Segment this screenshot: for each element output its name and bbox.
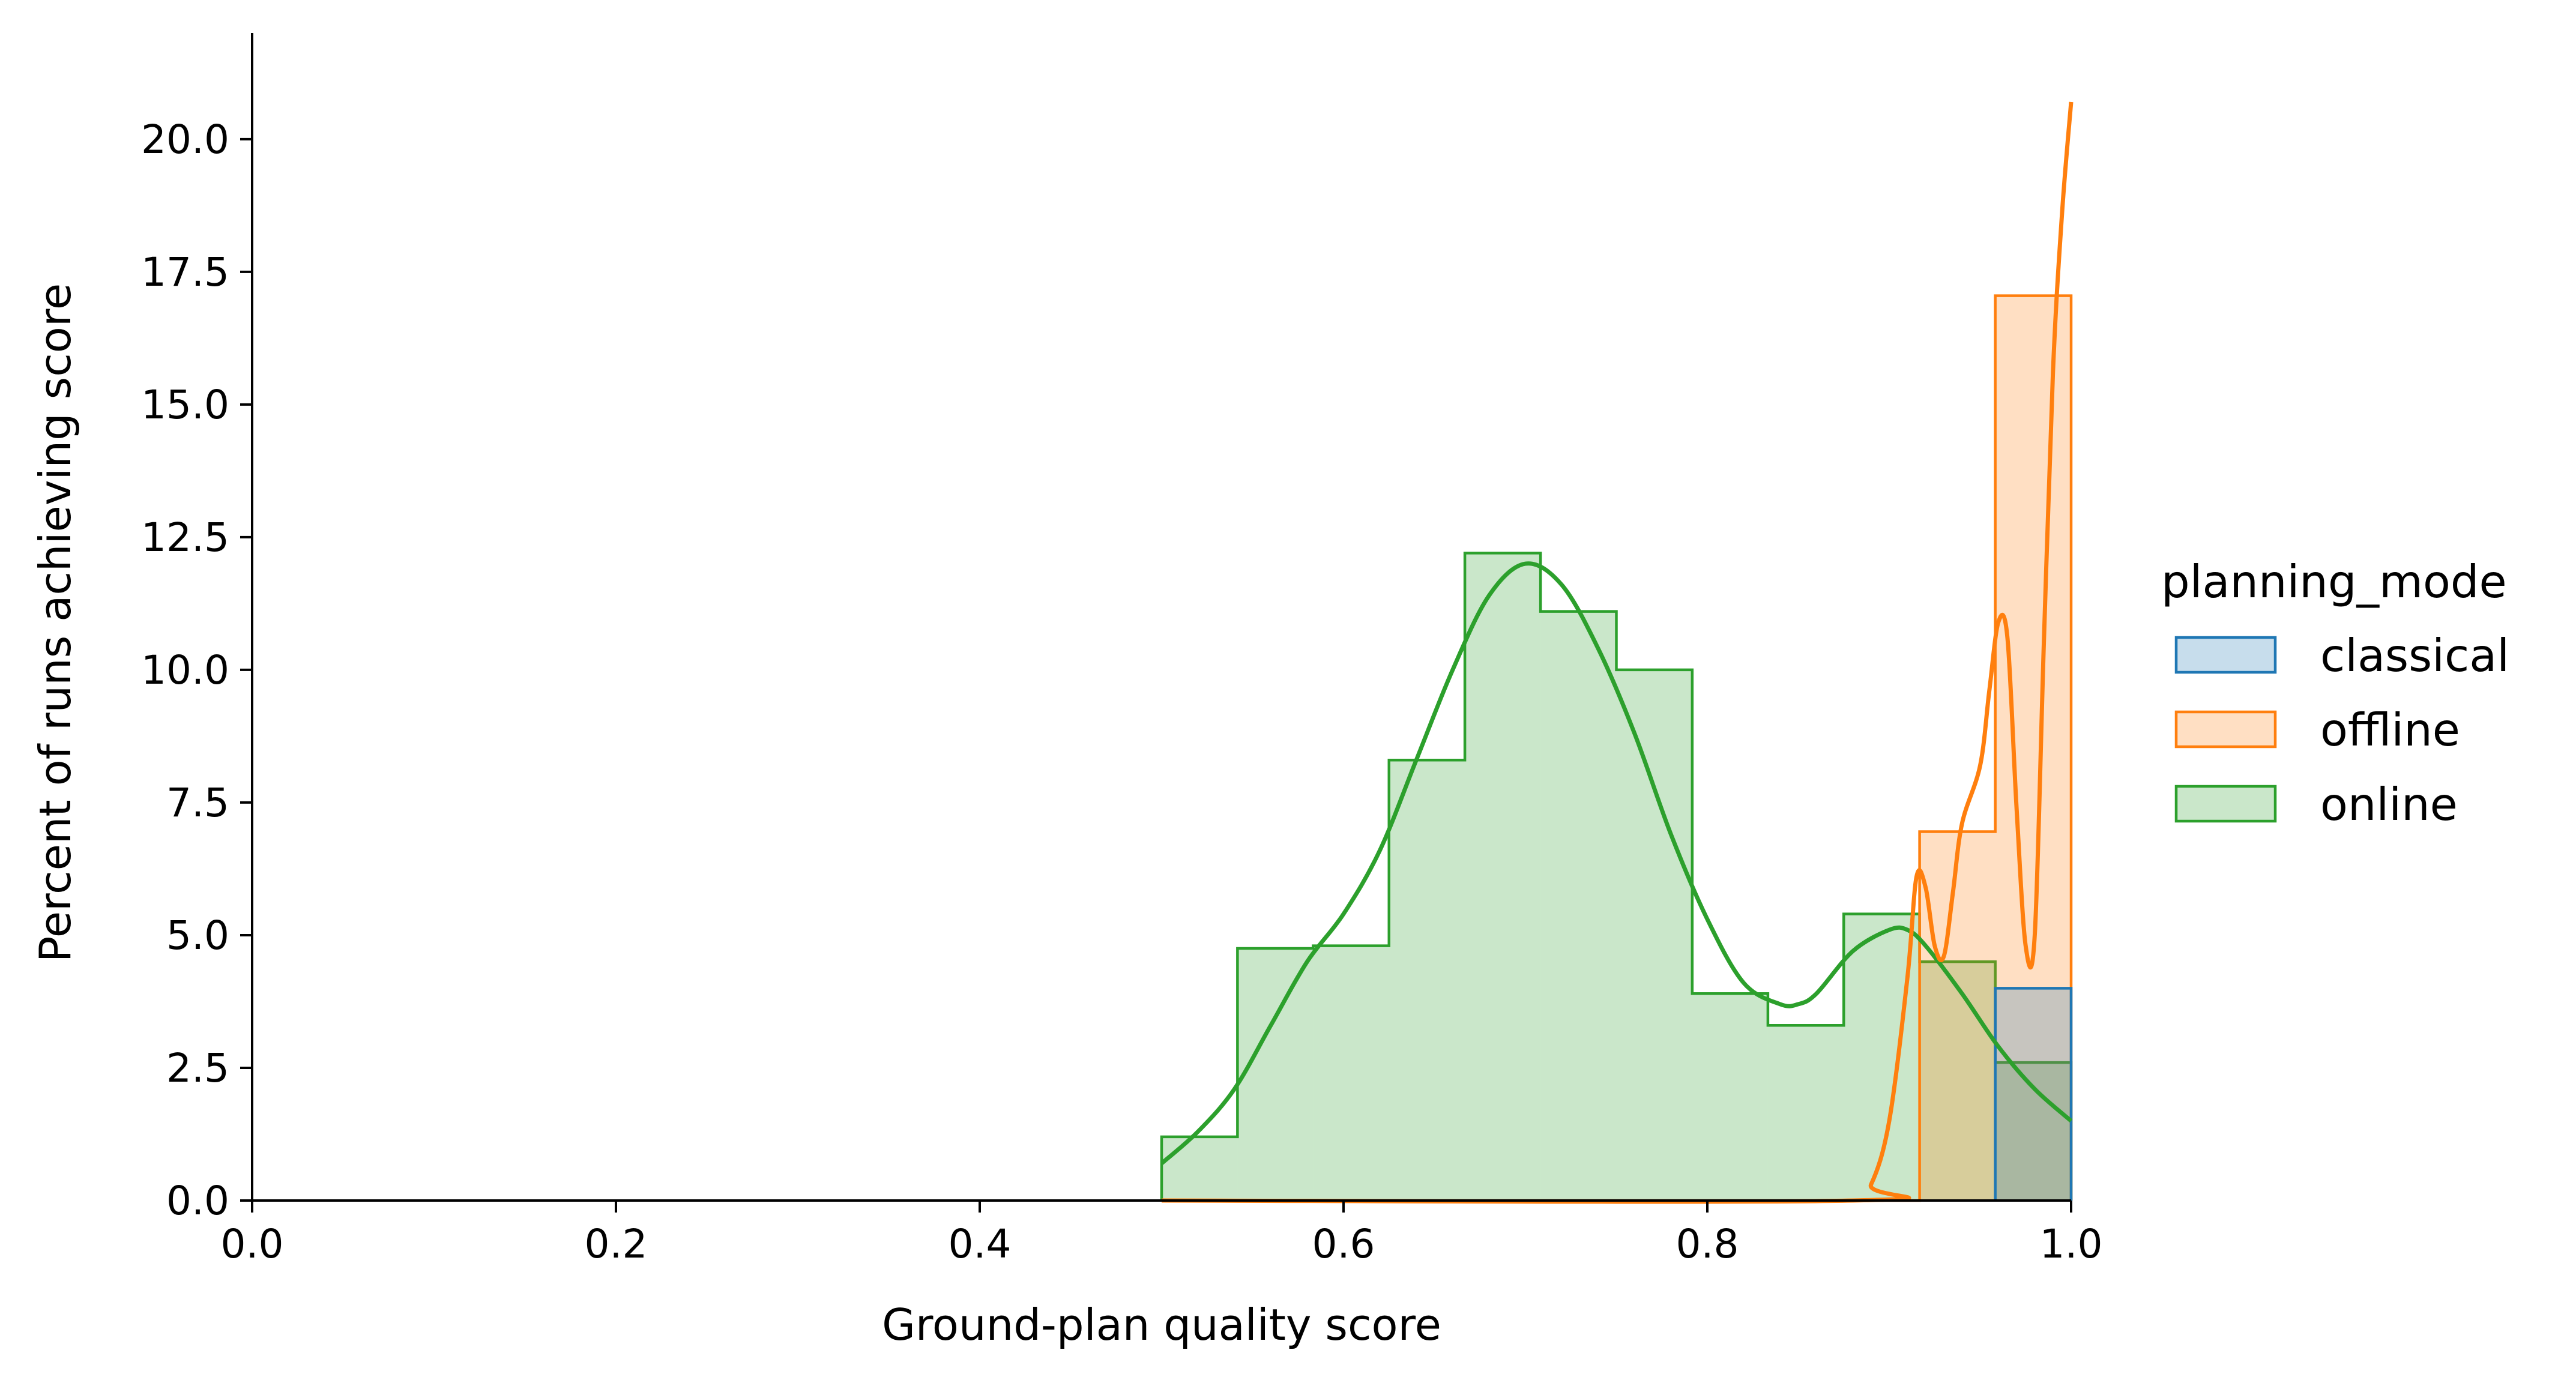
legend-swatch-offline — [2174, 710, 2277, 749]
hist-outline-classical — [1994, 987, 2073, 1201]
y-tick-label: 20.0 — [141, 116, 229, 163]
hist-bar-offline — [1919, 831, 1995, 1201]
hist-bar-online — [1919, 962, 1995, 1201]
kde-offline — [1161, 101, 2074, 1204]
histogram-bars — [1160, 294, 2073, 1202]
legend-items: classical offline online — [2174, 629, 2509, 831]
x-tick-label: 0.6 — [1312, 1221, 1375, 1267]
hist-bar-online — [1767, 1025, 1844, 1201]
x-tick-label: 0.8 — [1676, 1221, 1739, 1267]
hist-bar-online — [1540, 611, 1617, 1201]
x-ticks: 0.0 0.2 0.4 0.6 0.8 1.0 — [221, 1201, 2103, 1267]
legend-label-classical: classical — [2320, 629, 2509, 682]
y-axis-title: Percent of runs achieving score — [30, 283, 80, 962]
axes — [251, 33, 2071, 1202]
legend-title: planning_mode — [2161, 555, 2507, 608]
x-tick-label: 0.2 — [585, 1221, 648, 1267]
hist-bar-online — [1692, 993, 1768, 1201]
legend-swatch-online — [2174, 785, 2277, 823]
hist-classical — [1994, 987, 2073, 1201]
hist-bar-online — [1237, 948, 1314, 1201]
y-tick-label: 2.5 — [166, 1045, 229, 1091]
x-tick-label: 0.4 — [949, 1221, 1012, 1267]
legend-label-offline: offline — [2320, 704, 2460, 756]
y-tick-label: 12.5 — [141, 514, 229, 561]
y-tick-label: 0.0 — [166, 1178, 229, 1224]
kde-curves — [1160, 101, 2074, 1204]
y-tick-label: 10.0 — [141, 647, 229, 693]
hist-bar-online — [1616, 669, 1692, 1201]
hist-bar-online — [1162, 1136, 1238, 1201]
legend: planning_mode classical offline online — [2161, 555, 2509, 831]
y-tick-label: 5.0 — [166, 912, 229, 959]
x-tick-label: 0.0 — [221, 1221, 284, 1267]
legend-swatch-classical — [2174, 636, 2277, 674]
x-tick-label: 1.0 — [2040, 1221, 2103, 1267]
hist-bar-classical — [1995, 988, 2071, 1201]
x-axis-title: Ground-plan quality score — [882, 1300, 1441, 1350]
hist-bar-online — [1389, 760, 1465, 1201]
y-tick-label: 7.5 — [166, 780, 229, 826]
hist-bar-online — [1313, 945, 1389, 1201]
hist-offline — [1162, 294, 2073, 1202]
legend-label-online: online — [2320, 778, 2458, 831]
y-tick-label: 15.0 — [141, 382, 229, 428]
y-ticks: 0.0 2.5 5.0 7.5 10.0 12.5 15.0 17.5 20.0 — [141, 116, 252, 1224]
hist-bar-online — [1465, 553, 1541, 1201]
hist-bar-offline — [1995, 295, 2071, 1201]
y-tick-label: 17.5 — [141, 249, 229, 295]
